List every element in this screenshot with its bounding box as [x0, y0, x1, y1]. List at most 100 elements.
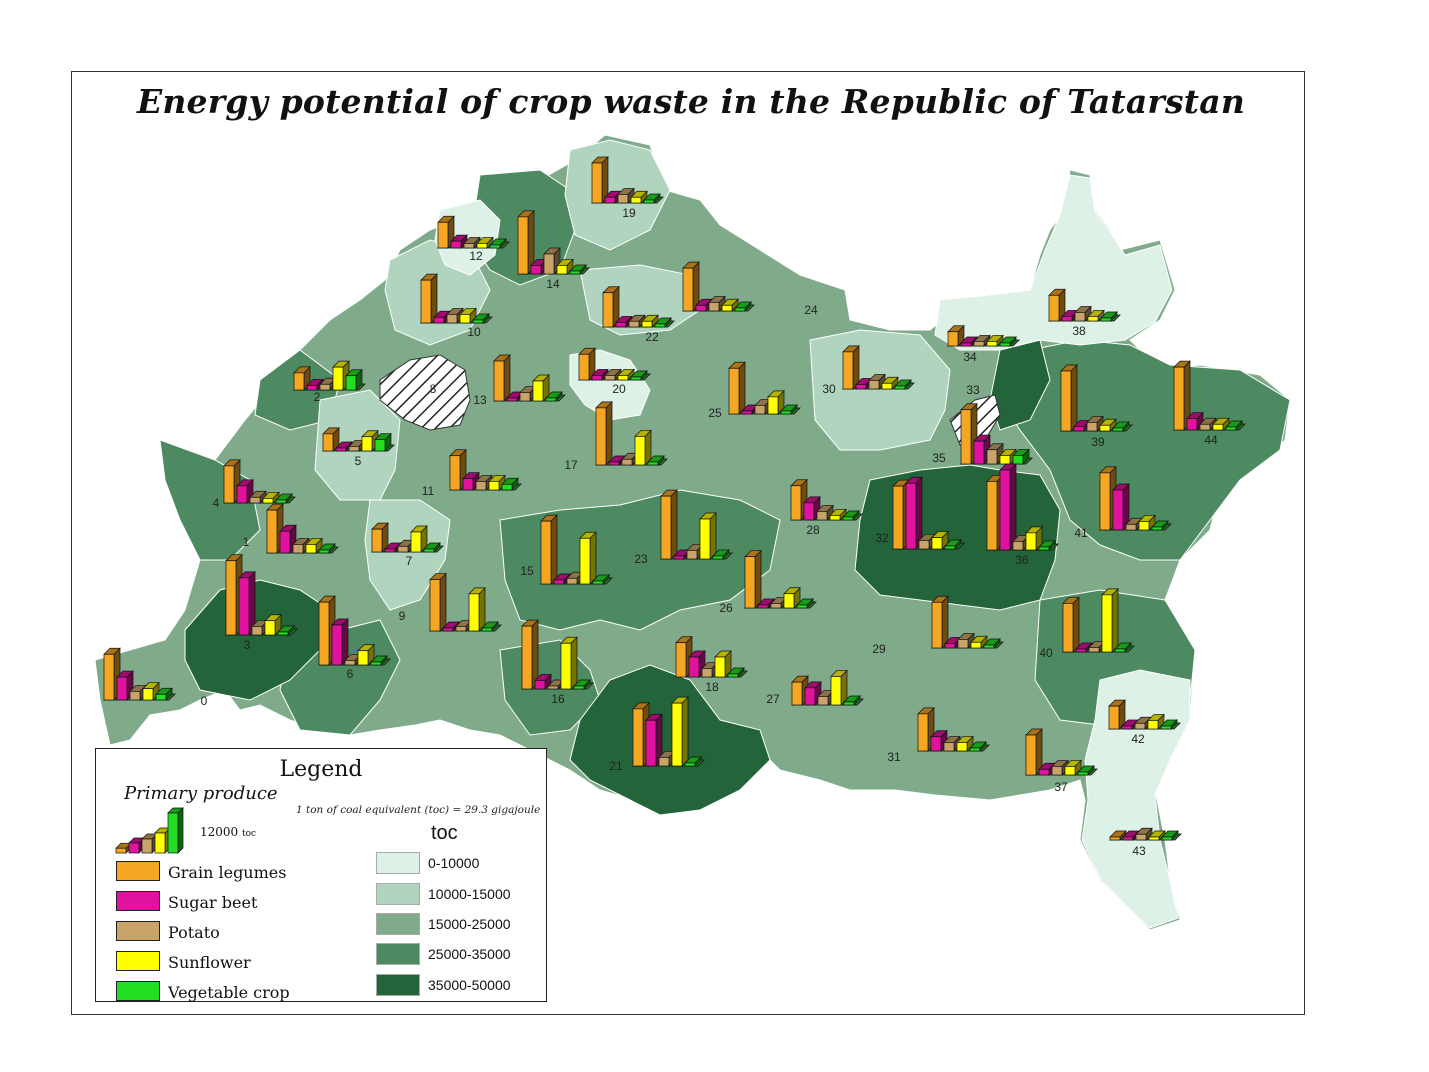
- district-11-bar-sunflower: [488, 474, 506, 491]
- district-19-bar-vegetable: [643, 193, 661, 204]
- district-23-bar-vegetable: [712, 549, 730, 560]
- district-29-bar-vegetable: [983, 638, 1001, 649]
- district-42-bar-grain: [1108, 699, 1126, 730]
- district-27-bar-sunflower: [830, 669, 848, 706]
- district-41-bar-vegetable: [1151, 520, 1169, 531]
- district-17-bar-grain: [595, 401, 613, 466]
- district-28-bar-potato: [816, 504, 834, 521]
- legend-label-grain: Grain legumes: [168, 863, 287, 882]
- district-18-bar-vegetable: [727, 667, 745, 678]
- district-43-bar-grain: [1109, 830, 1127, 841]
- legend-scale-group: [115, 807, 184, 854]
- legend-label-sunflower: Sunflower: [168, 953, 251, 972]
- district-34-bar-vegetable: [999, 336, 1017, 347]
- district-label-44: 44: [1204, 433, 1218, 447]
- district-label-13: 13: [473, 393, 487, 407]
- district-30-bar-grain: [842, 345, 860, 390]
- district-chart-23: [660, 489, 733, 560]
- district-32-bar-vegetable: [944, 539, 962, 550]
- district-42-bar-vegetable: [1160, 719, 1178, 730]
- district-9-bar-vegetable: [481, 621, 499, 632]
- district-24-bar-sunflower: [721, 298, 739, 312]
- district-17-bar-sunflower: [634, 429, 652, 466]
- district-37-bar-grain: [1025, 728, 1043, 776]
- district-16-bar-vegetable: [573, 679, 591, 690]
- district-label-26: 26: [719, 601, 733, 615]
- district-20-bar-sugar: [591, 368, 609, 381]
- district-29-bar-potato: [957, 632, 975, 649]
- district-23-bar-grain: [660, 489, 678, 560]
- district-14-bar-sunflower: [556, 258, 574, 275]
- district-20-bar-sunflower: [617, 368, 635, 381]
- district-6-bar-vegetable: [370, 655, 388, 666]
- district-label-2: 2: [314, 390, 321, 404]
- district-chart-29: [931, 595, 1004, 649]
- district-chart-32: [892, 476, 965, 550]
- district-chart-31: [917, 707, 990, 752]
- district-chart-11: [449, 448, 522, 491]
- district-label-24: 24: [804, 303, 818, 317]
- district-11-bar-vegetable: [501, 477, 519, 491]
- district-3-bar-vegetable: [277, 625, 295, 636]
- district-0-bar-vegetable: [155, 687, 173, 701]
- legend-class-label-3: 15000-25000: [428, 916, 511, 932]
- district-10-bar-vegetable: [472, 313, 490, 324]
- district-label-28: 28: [806, 523, 820, 537]
- district-40-bar-vegetable: [1114, 642, 1132, 653]
- district-19-bar-sunflower: [630, 190, 648, 204]
- district-41-bar-sunflower: [1138, 514, 1156, 531]
- district-label-29: 29: [872, 642, 886, 656]
- legend-unit-heading: toc: [431, 822, 458, 844]
- district-12-bar-vegetable: [489, 238, 507, 249]
- legend-class-swatch-4: [376, 943, 420, 965]
- district-chart-38: [1048, 288, 1121, 322]
- district-0-bar-sunflower: [142, 681, 160, 701]
- district-12-bar-sugar: [450, 234, 468, 249]
- district-1-bar-vegetable: [318, 543, 336, 554]
- district-chart-3: [225, 553, 298, 636]
- legend-scale-bar-vegetable: [167, 807, 184, 854]
- district-23-bar-sunflower: [699, 512, 717, 560]
- district-26-bar-grain: [744, 549, 762, 609]
- district-26-bar-vegetable: [796, 598, 814, 609]
- district-41-bar-sugar: [1112, 483, 1130, 531]
- district-chart-25: [728, 361, 801, 415]
- district-label-11: 11: [422, 484, 435, 498]
- district-20-bar-potato: [604, 368, 622, 381]
- district-chart-19: [591, 156, 664, 204]
- district-44-bar-vegetable: [1225, 420, 1243, 431]
- district-4-bar-sugar: [236, 479, 254, 504]
- legend-scale-unit: toc: [242, 829, 257, 839]
- district-43-bar-vegetable: [1161, 830, 1179, 841]
- district-label-15: 15: [520, 564, 534, 578]
- district-label-37: 37: [1054, 780, 1068, 794]
- district-chart-36: [986, 463, 1059, 551]
- region-class5-c: [569, 664, 771, 816]
- district-25-bar-sunflower: [767, 390, 785, 415]
- district-16-bar-sunflower: [560, 636, 578, 690]
- district-38-bar-potato: [1074, 305, 1092, 322]
- district-label-20: 20: [612, 382, 626, 396]
- district-7-bar-vegetable: [423, 542, 441, 553]
- district-chart-22: [602, 285, 675, 328]
- district-39-bar-potato: [1086, 415, 1104, 432]
- district-44-bar-grain: [1173, 360, 1191, 431]
- legend-note: 1 ton of coal equivalent (toc) = 29.3 gi…: [296, 804, 541, 816]
- district-label-10: 10: [467, 325, 481, 339]
- district-27-bar-vegetable: [843, 695, 861, 706]
- district-label-14: 14: [546, 277, 560, 291]
- district-label-31: 31: [887, 750, 901, 764]
- district-chart-27: [791, 669, 864, 706]
- district-39-bar-vegetable: [1112, 421, 1130, 432]
- region-no-data-8: [379, 354, 471, 431]
- district-7-bar-grain: [371, 522, 389, 553]
- district-chart-7: [371, 522, 444, 553]
- district-29-bar-grain: [931, 595, 949, 649]
- district-chart-21: [632, 696, 705, 767]
- district-24-bar-potato: [708, 295, 726, 312]
- district-chart-17: [595, 401, 668, 466]
- district-4-bar-potato: [249, 490, 267, 504]
- district-26-bar-sunflower: [783, 586, 801, 609]
- district-4-bar-vegetable: [275, 493, 293, 504]
- legend-label-sugar: Sugar beet: [168, 893, 258, 912]
